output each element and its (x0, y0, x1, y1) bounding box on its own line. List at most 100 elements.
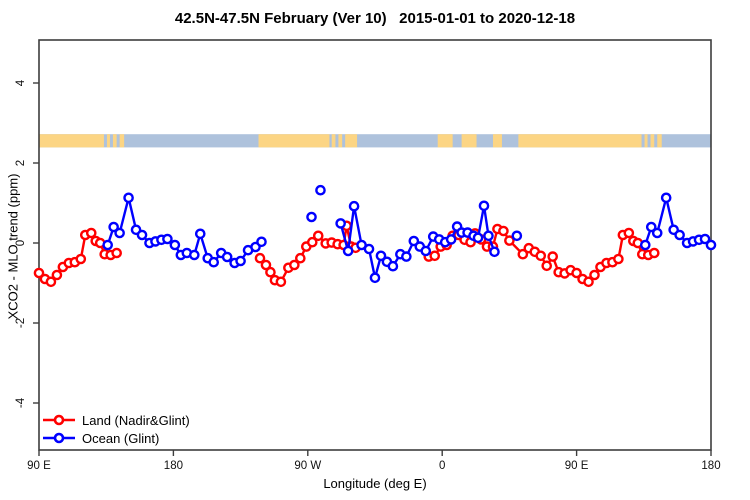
ocean-series-point (639, 239, 651, 251)
y-tick-label: 0 (15, 240, 27, 246)
strip-land-segment (518, 134, 642, 148)
y-tick-label: -4 (15, 397, 27, 408)
x-tick-label: 90 W (294, 460, 321, 472)
strip-land-segment (437, 134, 453, 148)
ocean-series-point (169, 239, 181, 251)
chart-title: 42.5N-47.5N February (Ver 10) 2015-01-01… (174, 10, 576, 27)
land-series-point (306, 236, 318, 248)
ocean-series-point (674, 229, 685, 241)
ocean-series-point (123, 192, 134, 204)
ocean-series-point (645, 221, 657, 233)
ocean-series-point (221, 251, 233, 263)
land-series-point (45, 276, 57, 288)
land-series-point (541, 260, 553, 272)
ocean-series-point (256, 236, 267, 248)
land-series-point (75, 253, 87, 265)
ocean-series-point (375, 250, 387, 262)
legend-item-land: Land (Nadir&Glint) (42, 411, 190, 429)
ocean-series-point (489, 246, 500, 258)
ocean-series-point (478, 200, 490, 212)
legend-label-ocean: Ocean (Glint) (82, 430, 160, 446)
land-series-point (85, 227, 97, 239)
land-series-point (623, 227, 635, 239)
ocean-series-point (369, 272, 381, 284)
land-series-point (517, 248, 529, 260)
ocean-series-point (483, 230, 494, 242)
strip-land-segment (461, 134, 477, 148)
land-series-point (33, 267, 45, 279)
x-tick-label: 180 (164, 460, 183, 472)
x-axis-title: Longitude (deg E) (323, 476, 427, 491)
legend: Land (Nadir&Glint) Ocean (Glint) (42, 411, 190, 447)
x-tick-label: 0 (439, 460, 445, 472)
ocean-series-point (114, 227, 125, 239)
land-series-point (295, 252, 306, 264)
ocean-series-point (348, 200, 360, 212)
y-axis-title: XCO2 - MLO trend (ppm) (5, 173, 21, 320)
land-series-point (583, 276, 594, 288)
y-tick-label: 4 (15, 79, 27, 86)
ocean-series-isolated-point (511, 230, 523, 242)
land-series-point (547, 251, 559, 262)
land-series-point (613, 253, 624, 265)
x-tick-label: 180 (701, 460, 720, 472)
land-series-point (589, 269, 600, 281)
y-tick-label: 2 (15, 160, 27, 166)
ocean-series-point (401, 251, 412, 262)
ocean-series-point (363, 243, 375, 255)
strip-land-segment (331, 134, 336, 148)
ocean-series-point (108, 221, 119, 233)
strip-land-segment (657, 134, 662, 148)
strip-land-segment (119, 134, 125, 148)
ocean-series-point (651, 227, 663, 239)
ocean-series-point (387, 260, 399, 272)
strip-land-segment (106, 134, 110, 148)
ocean-series-point (342, 245, 354, 257)
strip-land-segment (644, 134, 648, 148)
strip-land-segment (112, 134, 117, 148)
ocean-series-point (194, 228, 206, 240)
strip-land-segment (492, 134, 502, 148)
ocean-series-isolated-point (306, 211, 317, 223)
legend-land-marker-icon (43, 414, 75, 426)
ocean-series-point (189, 249, 200, 261)
ocean-series-point (102, 239, 113, 251)
land-series-point (535, 250, 547, 262)
strip-land-segment (258, 134, 330, 148)
x-tick-label: 90 E (27, 460, 51, 472)
land-series-point (51, 269, 63, 281)
ocean-series-point (660, 192, 672, 204)
ocean-series-point (162, 233, 173, 245)
legend-item-ocean: Ocean (Glint) (42, 429, 190, 447)
ocean-series-point (208, 256, 220, 268)
land-series-point (260, 259, 272, 271)
land-series-point (111, 247, 122, 259)
ocean-series-point (472, 232, 484, 244)
land-series-point (254, 252, 266, 264)
land-series-point (498, 225, 509, 237)
ocean-series-point (445, 234, 457, 245)
ocean-series-point (699, 233, 711, 245)
land-series-point (265, 266, 276, 278)
ocean-series-isolated-point (315, 184, 326, 196)
ocean-series-point (335, 218, 346, 229)
land-series-point (571, 267, 582, 279)
land-series-point (312, 230, 324, 242)
land-series-point (275, 276, 287, 288)
land-series-point (289, 259, 300, 271)
ocean-series-point (235, 255, 246, 267)
land-series-point (504, 235, 515, 246)
ocean-series-point (705, 239, 717, 251)
ocean-series-point (420, 245, 432, 257)
legend-ocean-marker-icon (43, 432, 75, 444)
strip-land-segment (338, 134, 343, 148)
y-tick-label: -2 (15, 318, 27, 328)
legend-label-land: Land (Nadir&Glint) (82, 412, 190, 428)
land-series-point (429, 250, 441, 262)
x-tick-label: 90 E (565, 460, 589, 472)
ocean-series-point (136, 229, 148, 241)
strip-land-segment (650, 134, 655, 148)
strip-land-segment (345, 134, 358, 148)
